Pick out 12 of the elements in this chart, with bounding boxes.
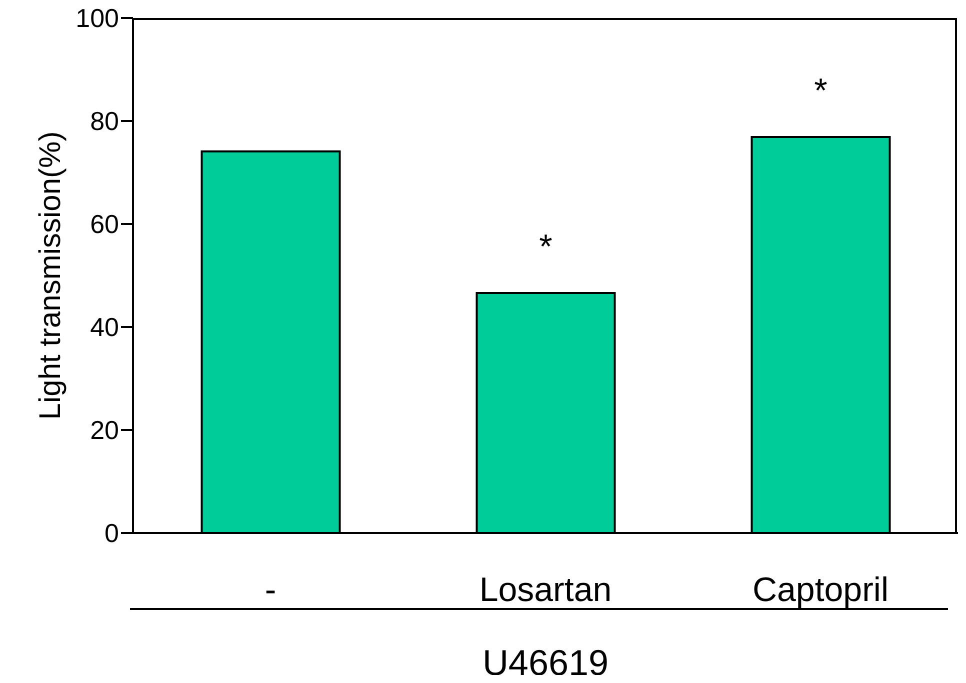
y-axis-title: Light transmission(%): [34, 131, 67, 420]
y-tick-label: 60: [90, 209, 119, 240]
annotation: *: [539, 228, 552, 266]
x-tick-label: Losartan: [479, 571, 612, 609]
y-tick-label: 0: [104, 518, 119, 548]
y-tick-label: 20: [90, 415, 119, 446]
y-tick-label: 100: [76, 3, 119, 34]
y-tick-label: 40: [90, 312, 119, 342]
y-tick-label: 80: [90, 106, 119, 136]
annotation: *: [814, 72, 828, 110]
x-tick-label: Captopril: [752, 571, 889, 609]
x-tick-label: -: [264, 571, 276, 609]
